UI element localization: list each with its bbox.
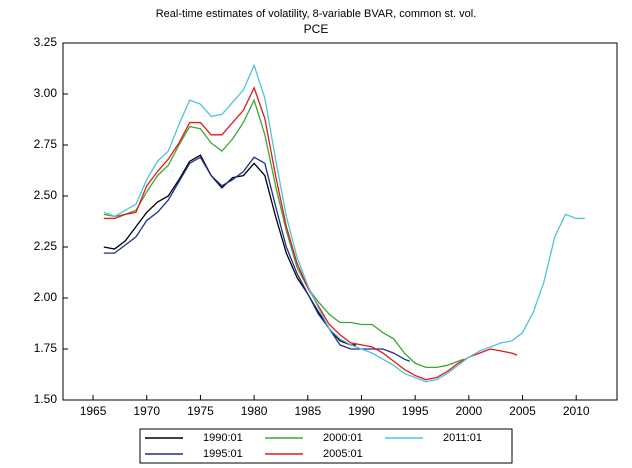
x-tick-label: 1980 (241, 404, 268, 418)
y-tick-label: 2.25 (34, 239, 58, 253)
legend-label: 2011:01 (443, 432, 482, 444)
y-tick-label: 1.50 (34, 392, 58, 406)
x-tick-label: 2005 (509, 404, 536, 418)
series-line (103, 63, 585, 383)
x-tick-label: 1985 (294, 404, 321, 418)
series-line (103, 154, 357, 346)
chart-title: Real-time estimates of volatility, 8-var… (156, 8, 477, 20)
y-tick-label: 2.00 (34, 290, 58, 304)
x-tick-label: 2010 (563, 404, 590, 418)
legend-label: 2005:01 (323, 448, 363, 460)
x-tick-label: 2000 (455, 404, 482, 418)
legend-label: 1995:01 (203, 448, 243, 460)
plot-frame (62, 42, 618, 401)
x-tick-label: 1995 (402, 404, 429, 418)
y-tick-label: 1.75 (34, 341, 58, 355)
y-tick-label: 2.50 (34, 188, 58, 202)
legend-box (139, 428, 513, 464)
x-tick-label: 1990 (348, 404, 375, 418)
x-tick-label: 1965 (80, 404, 107, 418)
x-tick-label: 1970 (133, 404, 160, 418)
series-line (103, 86, 518, 381)
x-tick-label: 1975 (187, 404, 214, 418)
chart-subtitle: PCE (304, 22, 329, 36)
y-tick-label: 3.25 (34, 35, 58, 49)
legend-label: 1990:01 (203, 432, 243, 444)
y-tick-label: 2.75 (34, 137, 58, 151)
y-tick-label: 3.00 (34, 86, 58, 100)
legend-label: 2000:01 (323, 432, 363, 444)
series-line (103, 98, 464, 369)
